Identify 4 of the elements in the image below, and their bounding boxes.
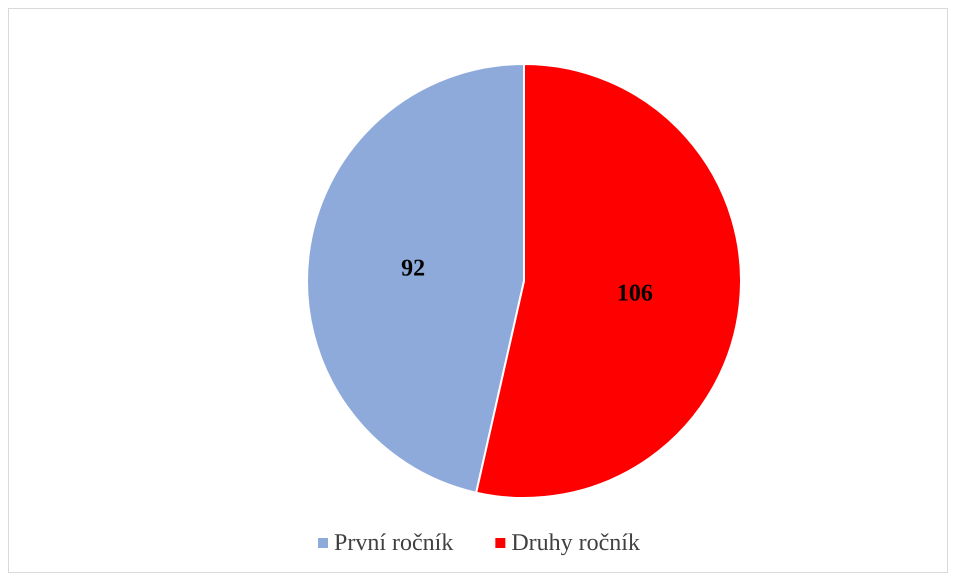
data-label: 92 <box>401 256 426 282</box>
data-label: 106 <box>616 280 653 306</box>
legend-label: Druhy ročník <box>511 530 640 556</box>
legend-label: První ročník <box>334 530 454 556</box>
